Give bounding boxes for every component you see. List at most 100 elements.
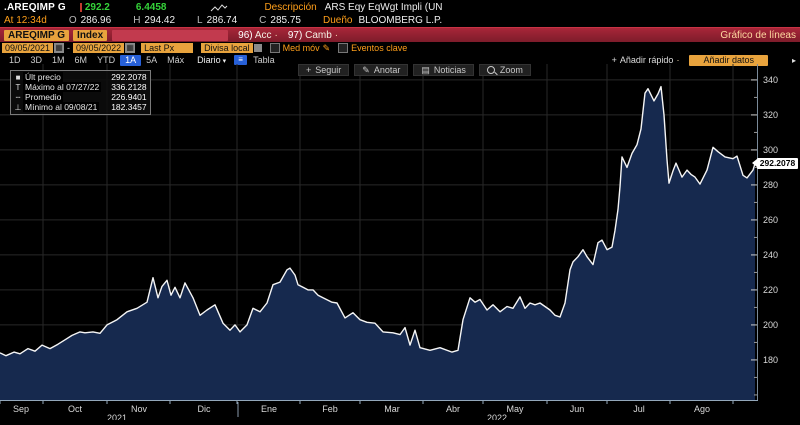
range-tab-5a[interactable]: 5A: [146, 54, 158, 65]
menu-item-edit[interactable]: 97) Camb ·: [287, 29, 339, 41]
legend-label: Mínimo al 09/08/21: [23, 102, 100, 112]
moving-average-label[interactable]: Med móv: [282, 43, 320, 53]
sparkline-icon[interactable]: [210, 3, 228, 13]
legend-row: ⊥ Mínimo al 09/08/21 182.3457: [13, 102, 147, 112]
ticker-symbol: .AREQIMP G: [4, 2, 66, 13]
legend-value: 226.9401: [111, 92, 147, 102]
button-label: Zoom: [499, 65, 523, 75]
security-type-chip[interactable]: Index: [73, 29, 108, 41]
legend-row: ■ Últ precio 292.2078: [13, 72, 147, 82]
legend-row: T Máximo al 07/27/22 336.2128: [13, 82, 147, 92]
news-icon: ▤: [421, 64, 430, 75]
legend-value: 292.2078: [111, 72, 147, 82]
command-highlight-box[interactable]: [112, 29, 229, 41]
y-axis-label: 220: [763, 285, 778, 295]
date-from-field[interactable]: 09/05/2021: [2, 43, 54, 53]
currency-select[interactable]: Divisa local: [201, 43, 253, 53]
range-tab-ytd[interactable]: YTD: [97, 54, 116, 65]
low-label: L: [197, 15, 203, 26]
y-axis-label: 280: [763, 180, 778, 190]
calendar-icon[interactable]: ▦: [125, 43, 136, 53]
menu-item-actions[interactable]: 96) Acc ·: [238, 29, 278, 41]
noticias-button[interactable]: ▤ Noticias: [413, 64, 474, 76]
zoom-button[interactable]: Zoom: [478, 64, 531, 76]
chart-area[interactable]: + Seguir ✎ Anotar ▤ Noticias Zoom ■ Últ precio 2…: [0, 64, 800, 423]
pencil-icon: ✎: [362, 64, 370, 75]
y-axis-label: 340: [763, 75, 778, 85]
moving-average-checkbox[interactable]: [269, 43, 280, 53]
key-events-label[interactable]: Eventos clave: [351, 43, 408, 53]
dropdown-dot-icon: ·: [676, 55, 680, 65]
seguir-button[interactable]: + Seguir: [298, 64, 350, 76]
open-label: O: [68, 15, 77, 26]
legend-marker-icon: ⊥: [14, 102, 22, 112]
calendar-icon[interactable]: ▦: [54, 43, 65, 53]
price-source-select[interactable]: Last Px: [141, 43, 194, 53]
price-chart-canvas[interactable]: Sep Oct Nov Dic Ene Feb Mar Abr May Jun Jul Ago 2021…: [0, 64, 800, 423]
add-data-button[interactable]: Añadir datos: [689, 54, 768, 66]
magnifier-icon: [486, 66, 495, 74]
frequency-select[interactable]: Diario ▾: [197, 55, 227, 65]
x-axis-month-label: Feb: [322, 404, 338, 414]
owner-value: BLOOMBERG L.P.: [358, 15, 443, 26]
x-axis-month-label: Nov: [131, 404, 148, 414]
x-axis-month-label: Jul: [633, 404, 645, 414]
range-tab-3d[interactable]: 3D: [30, 54, 43, 65]
quote-line-2: At 12:34d O 286.96 H 294.42 L 286.74 C 285.7…: [0, 14, 800, 27]
legend-marker-icon: ╌: [15, 92, 21, 102]
last-price: 292.2: [84, 2, 110, 13]
range-tab-1a[interactable]: 1A: [120, 54, 142, 66]
x-axis-month-label: Oct: [68, 404, 83, 414]
button-label: Noticias: [433, 65, 466, 75]
y-axis-label: 320: [763, 110, 778, 120]
x-axis-month-label: Ene: [261, 404, 277, 414]
chart-action-buttons: + Seguir ✎ Anotar ▤ Noticias Zoom: [298, 64, 536, 76]
quote-line-1: .AREQIMP G 292.2 6.4458 Descripción ARS …: [0, 0, 800, 14]
date-to-field[interactable]: 09/05/2022: [73, 43, 125, 53]
y-axis-label: 200: [763, 320, 778, 330]
legend-label: Promedio: [23, 92, 64, 102]
edit-pencil-icon[interactable]: ✎: [322, 42, 331, 53]
high-label: H: [133, 15, 141, 26]
period-bar: 1D 3D 1M 6M YTD 1A 5A Máx Diario ▾ ≡ Tabla + Añad…: [0, 54, 800, 66]
currency-options-button[interactable]: [253, 44, 262, 52]
x-axis-year-label: 2022: [487, 413, 507, 420]
x-axis-month-label: Mar: [384, 404, 400, 414]
legend-marker-icon: ■: [15, 72, 21, 82]
as-of-time: At 12:34d: [4, 15, 47, 26]
date-range-separator: -: [67, 43, 71, 53]
legend-value: 182.3457: [111, 102, 147, 112]
x-axis-month-label: Jun: [570, 404, 585, 414]
legend-row: ╌ Promedio 226.9401: [13, 92, 147, 102]
screen-title: Gráfico de líneas: [720, 29, 796, 41]
close-label: C: [259, 15, 267, 26]
description-label: Descripción: [264, 2, 317, 13]
net-change: 6.4458: [135, 2, 167, 13]
description-value: ARS Eqy EqWgt Impli (UN: [324, 2, 443, 13]
y-axis-label: 180: [763, 355, 778, 365]
range-tab-6m[interactable]: 6M: [74, 54, 88, 65]
range-tab-1m[interactable]: 1M: [52, 54, 65, 65]
table-button[interactable]: Tabla: [253, 55, 275, 65]
x-axis-month-label: May: [506, 404, 524, 414]
chart-legend: ■ Últ precio 292.2078 T Máximo al 07/27/22 33…: [10, 70, 151, 115]
y-axis-label: 260: [763, 215, 778, 225]
anotar-button[interactable]: ✎ Anotar: [354, 64, 409, 76]
plus-icon: +: [306, 65, 312, 75]
y-axis-label: 300: [763, 145, 778, 155]
quick-add-button[interactable]: + Añadir rápido ·: [611, 55, 680, 65]
dropdown-dot-icon: ·: [334, 29, 339, 41]
dropdown-dot-icon: ·: [274, 29, 278, 41]
range-tab-máx[interactable]: Máx: [167, 54, 185, 65]
security-chip[interactable]: AREQIMP G: [4, 29, 70, 41]
key-events-checkbox[interactable]: [338, 43, 349, 53]
legend-value: 336.2128: [111, 82, 147, 92]
x-axis-month-label: Sep: [13, 404, 29, 414]
price-line: [0, 85, 756, 357]
legend-marker-icon: T: [15, 82, 21, 92]
range-tab-1d[interactable]: 1D: [9, 54, 21, 65]
chart-type-button[interactable]: ≡: [234, 55, 248, 65]
panel-expand-icon[interactable]: ▸: [791, 55, 796, 65]
chart-settings-bar: 09/05/2021 ▦ - 09/05/2022 ▦ Last Px Divi…: [0, 42, 800, 54]
